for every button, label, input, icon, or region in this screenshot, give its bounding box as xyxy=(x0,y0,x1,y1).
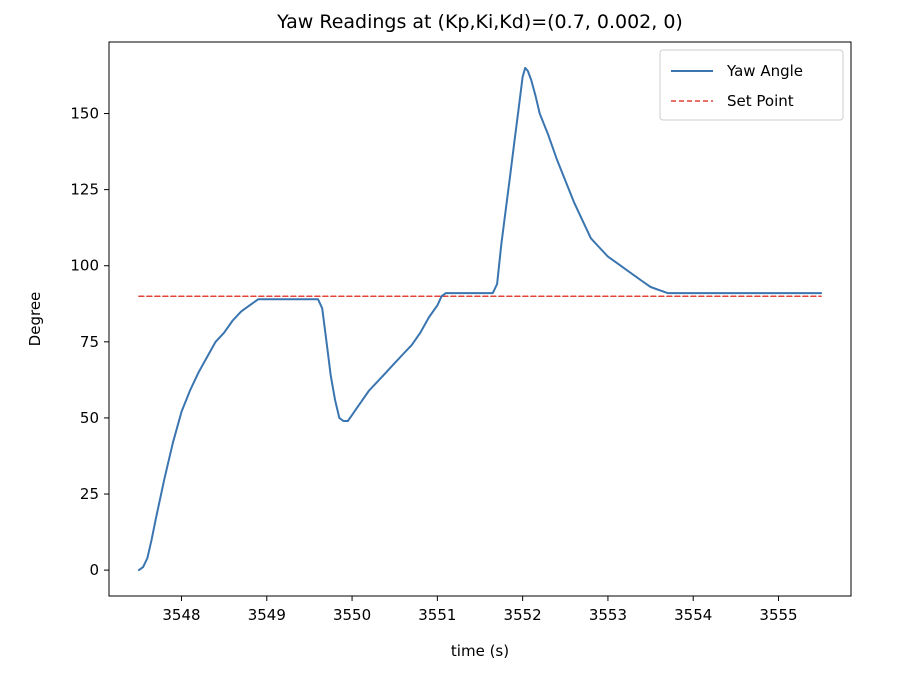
y-tick-label: 25 xyxy=(80,485,99,503)
y-tick-label: 150 xyxy=(70,105,99,123)
y-tick-label: 75 xyxy=(80,333,99,351)
legend: Yaw Angle Set Point xyxy=(659,49,844,121)
y-tick-label: 125 xyxy=(70,181,99,199)
legend-label-set-point: Set Point xyxy=(727,92,794,110)
y-tick-label: 0 xyxy=(89,561,99,579)
y-tick-label: 50 xyxy=(80,409,99,427)
x-axis-label: time (s) xyxy=(451,642,509,660)
y-tick-label: 100 xyxy=(70,257,99,275)
x-tick-label: 3554 xyxy=(674,606,712,624)
chart-title: Yaw Readings at (Kp,Ki,Kd)=(0.7, 0.002, … xyxy=(276,11,683,33)
x-tick-label: 3553 xyxy=(589,606,627,624)
axes-frame xyxy=(108,41,852,597)
x-tick-label: 3550 xyxy=(333,606,371,624)
plot-area xyxy=(137,66,823,572)
axis-ticks: 3548 3549 3550 3551 3552 3553 3554 3555 0 25 50 75 1… xyxy=(70,105,797,624)
y-axis-label: Degree xyxy=(26,292,44,347)
legend-frame xyxy=(659,49,844,121)
series-line-yaw-angle xyxy=(137,66,823,572)
x-tick-label: 3552 xyxy=(504,606,542,624)
legend-label-yaw-angle: Yaw Angle xyxy=(726,62,803,80)
x-tick-label: 3548 xyxy=(162,606,200,624)
x-tick-label: 3551 xyxy=(418,606,456,624)
x-tick-label: 3549 xyxy=(248,606,286,624)
x-tick-label: 3555 xyxy=(759,606,797,624)
